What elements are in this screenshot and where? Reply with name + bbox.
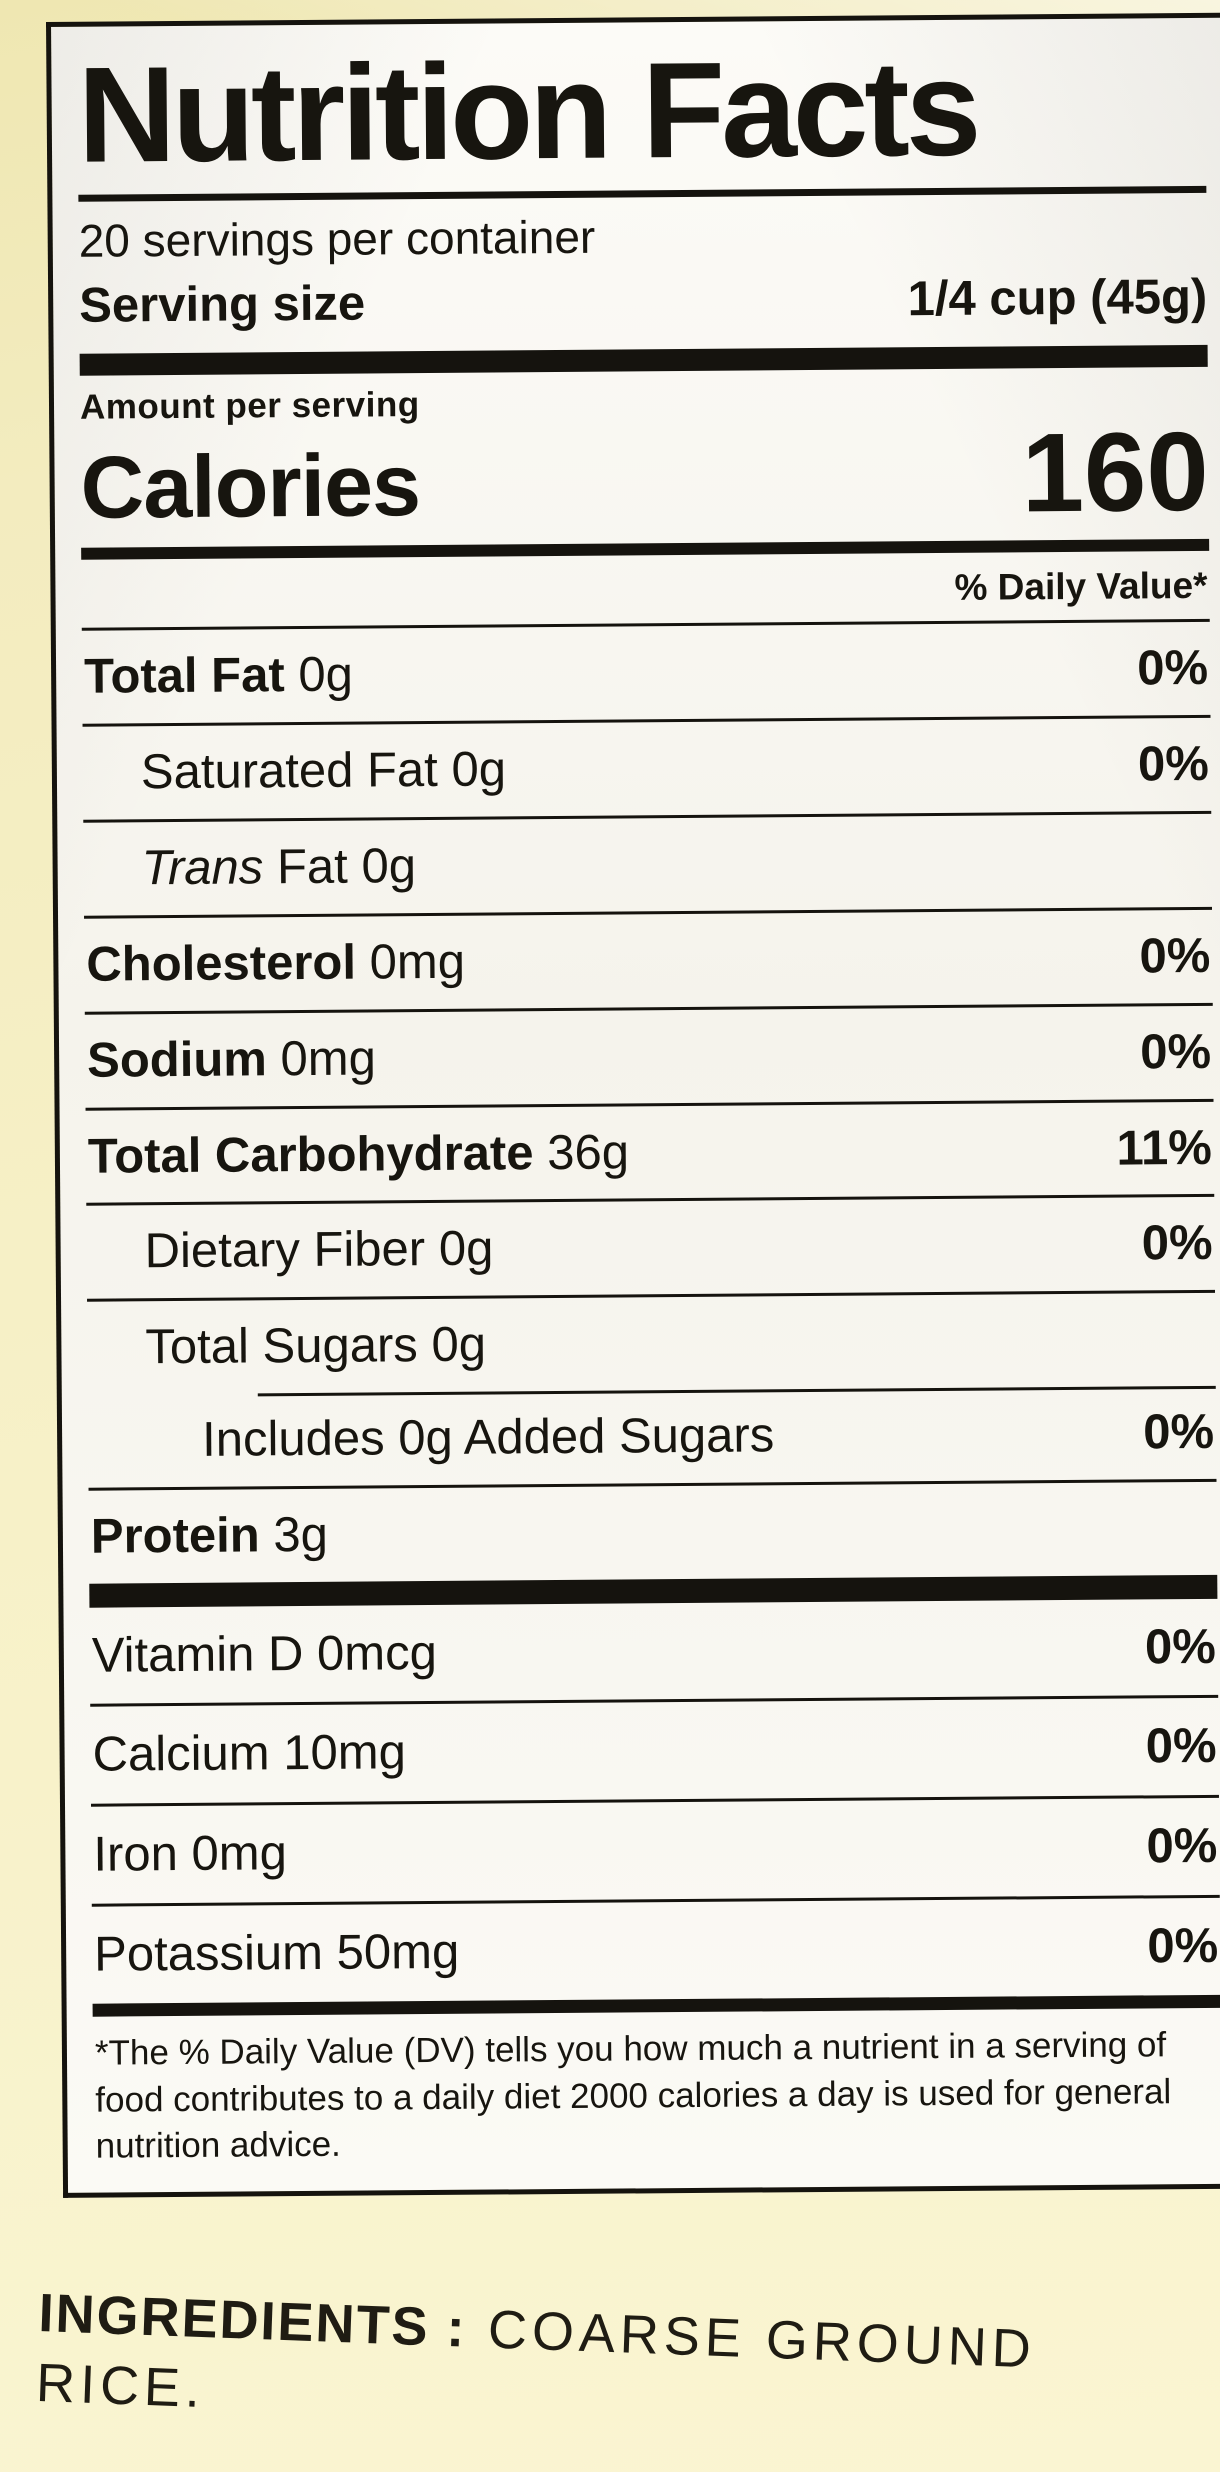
nutrient-name-group: Cholesterol 0mg [86, 934, 465, 994]
nutrient-name: Cholesterol [86, 935, 357, 992]
nutrient-name: Dietary Fiber [144, 1222, 426, 1279]
micronutrient-name: Calcium [92, 1726, 270, 1783]
ingredients-label: INGREDIENTS : [37, 2282, 468, 2359]
label-content: Nutrition Facts 20 servings per containe… [51, 18, 1220, 2193]
calories-value: 160 [1021, 409, 1210, 536]
nutrient-name: Total Fat [83, 648, 285, 705]
nutrient-row-dietary-fiber: Dietary Fiber 0g 0% [86, 1194, 1215, 1299]
nutrient-row-added-sugars: Includes 0g Added Sugars 0% [88, 1386, 1217, 1488]
serving-size-label: Serving size [79, 276, 366, 334]
micronutrient-amount: 10mg [283, 1725, 407, 1781]
micronutrient-row-calcium: Calcium 10mg 0% [90, 1695, 1219, 1805]
daily-value-header: % Daily Value* [81, 551, 1210, 632]
micronutrient-name: Vitamin D [91, 1626, 304, 1683]
nutrient-dv: 0% [1137, 737, 1210, 792]
nutrient-row-total-carbohydrate: Total Carbohydrate 36g 11% [85, 1098, 1215, 1204]
nutrient-dv: 0% [1139, 928, 1211, 984]
nutrient-name: Fat [276, 839, 348, 895]
micronutrient-dv: 0% [1147, 1918, 1219, 1974]
micronutrient-row-vitamin-d: Vitamin D 0mcg 0% [89, 1599, 1218, 1705]
nutrition-facts-label: Nutrition Facts 20 servings per containe… [46, 12, 1220, 2198]
nutrient-row-protein: Protein 3g [88, 1478, 1218, 1584]
nutrient-amount: 0g [438, 1221, 494, 1277]
nutrient-name-group: Total Fat 0g [84, 647, 353, 706]
nutrient-row-saturated-fat: Saturated Fat 0g 0% [82, 715, 1212, 820]
nutrient-name: Total Carbohydrate [87, 1125, 534, 1184]
nutrient-dv: 0% [1137, 641, 1209, 696]
micronutrient-row-iron: Iron 0mg 0% [90, 1795, 1220, 1904]
nutrient-amount: 0mg [280, 1031, 377, 1086]
micronutrient-name: Iron [93, 1827, 179, 1882]
micronutrient-dv: 0% [1144, 1619, 1217, 1675]
serving-size-value: 1/4 cup (45g) [907, 270, 1208, 327]
nutrient-row-cholesterol: Cholesterol 0mg 0% [84, 906, 1213, 1012]
nutrient-dv: 0% [1141, 1216, 1213, 1271]
nutrient-name-group: Trans Fat 0g [85, 838, 416, 897]
servings-per-container: 20 servings per container [78, 210, 596, 267]
micronutrient-dv: 0% [1146, 1819, 1218, 1874]
nutrient-amount: 0mg [369, 934, 466, 990]
micronutrient-amount: 0mg [191, 1826, 288, 1882]
nutrient-name-group: Dietary Fiber 0g [88, 1221, 493, 1281]
micronutrient-amount: 0mcg [316, 1625, 438, 1681]
nutrient-name-group: Protein 3g [91, 1507, 328, 1566]
nutrient-name: Includes 0g Added Sugars [201, 1408, 775, 1467]
nutrient-name: Total Sugars [145, 1318, 418, 1375]
nutrient-amount: 36g [546, 1124, 630, 1180]
nutrient-amount: 3g [273, 1507, 329, 1563]
micronutrient-name-group: Potassium 50mg [94, 1924, 459, 1984]
calories-label: Calories [80, 435, 421, 537]
nutrient-name-italic: Trans [141, 840, 264, 896]
nutrient-amount: 0g [451, 742, 507, 798]
micronutrient-name-group: Vitamin D 0mcg [92, 1625, 437, 1685]
nutrient-name-group: Includes 0g Added Sugars [90, 1407, 775, 1469]
serving-size-row: Serving size 1/4 cup (45g) [79, 268, 1207, 336]
nutrient-amount: 0g [361, 839, 417, 894]
nutrient-name-group: Saturated Fat 0g [85, 742, 507, 802]
micronutrient-name: Potassium [93, 1926, 324, 1982]
nutrient-name-group: Total Carbohydrate 36g [88, 1124, 630, 1185]
nutrient-amount: 0g [431, 1317, 487, 1373]
nutrient-name-group: Total Sugars 0g [89, 1317, 486, 1377]
nutrient-name: Saturated Fat [140, 743, 439, 800]
nutrient-amount: 0g [298, 647, 354, 703]
label-title: Nutrition Facts [77, 31, 978, 191]
separator-thick-top [79, 345, 1208, 376]
nutrient-dv: 0% [1140, 1024, 1212, 1080]
footnote: *The % Daily Value (DV) tells you how mu… [94, 2025, 1172, 2166]
micronutrient-name-group: Iron 0mg [93, 1825, 287, 1883]
nutrient-name-group: Sodium 0mg [87, 1030, 376, 1089]
nutrient-name: Sodium [86, 1031, 268, 1088]
nutrient-row-trans-fat: Trans Fat 0g [83, 810, 1212, 916]
nutrient-row-total-fat: Total Fat 0g 0% [82, 622, 1211, 724]
nutrient-dv: 11% [1116, 1120, 1213, 1176]
micronutrient-amount: 50mg [336, 1924, 460, 1980]
calories-row: Calories 160 [80, 409, 1210, 538]
ingredients-line: INGREDIENTS : COARSE GROUND RICE. [35, 2278, 1199, 2461]
micronutrient-dv: 0% [1145, 1719, 1217, 1774]
micronutrient-name-group: Calcium 10mg [92, 1725, 406, 1784]
nutrient-row-sodium: Sodium 0mg 0% [84, 1002, 1214, 1108]
nutrient-dv: 0% [1143, 1404, 1215, 1460]
micronutrient-row-potassium: Potassium 50mg 0% [91, 1894, 1220, 2004]
nutrient-name: Protein [90, 1508, 260, 1564]
nutrient-row-total-sugars: Total Sugars 0g [87, 1290, 1216, 1395]
